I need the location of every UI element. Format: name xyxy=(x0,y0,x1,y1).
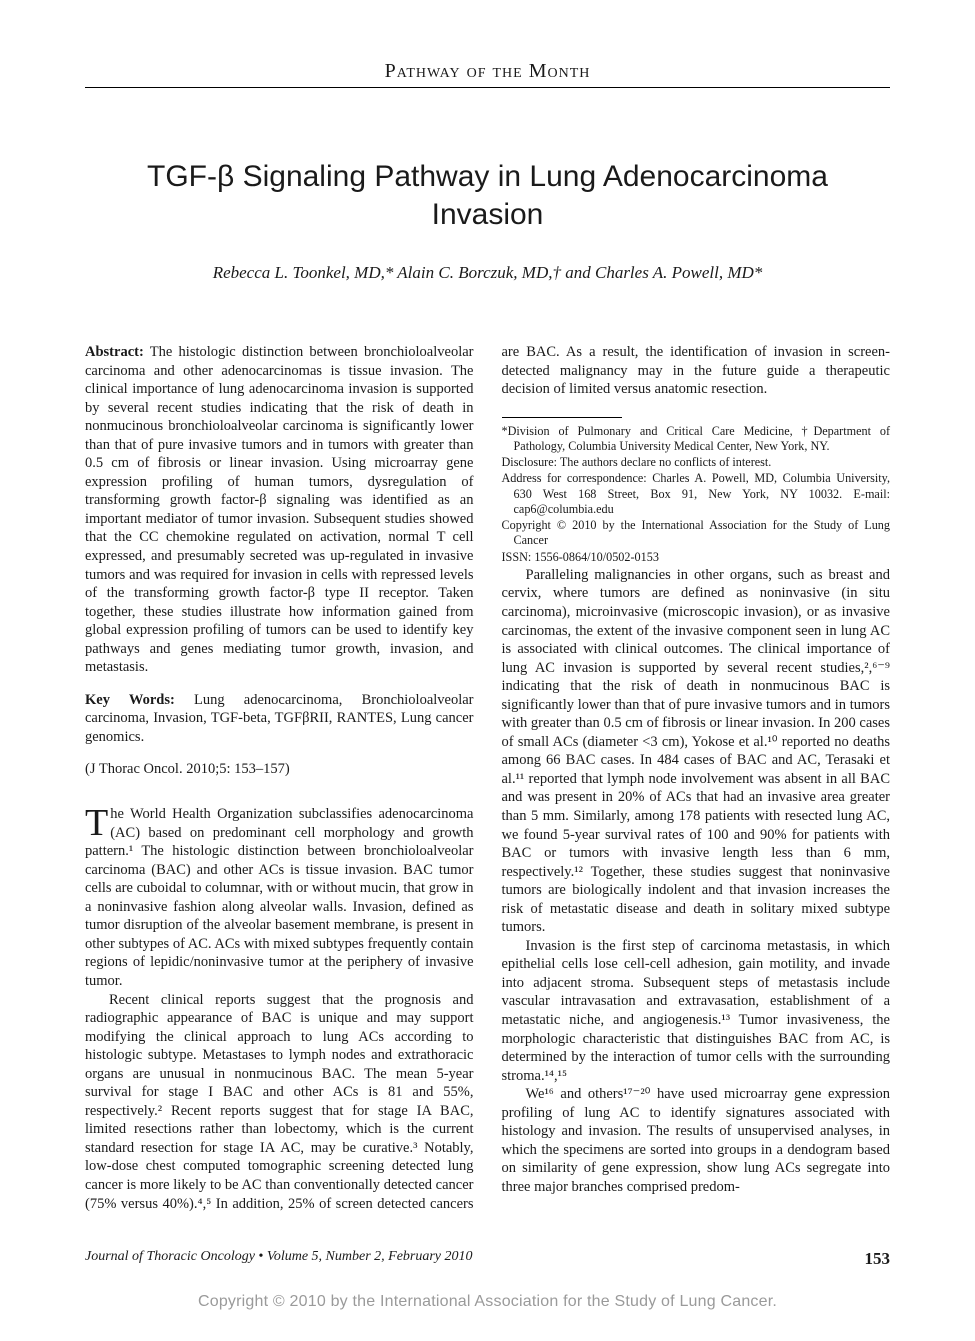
affiliation-rule xyxy=(502,417,622,418)
copyright-banner: Copyright © 2010 by the International As… xyxy=(85,1293,890,1311)
body-paragraph-4: Invasion is the first step of carcinoma … xyxy=(502,937,891,1085)
body-paragraph-3: Paralleling malignancies in other organs… xyxy=(502,566,891,937)
body-paragraph-5: We¹⁶ and others¹⁷⁻²⁰ have used microarra… xyxy=(502,1085,891,1196)
footer-page-number: 153 xyxy=(865,1249,891,1269)
authors: Rebecca L. Toonkel, MD,* Alain C. Borczu… xyxy=(85,263,890,283)
section-header: Pathway of the Month xyxy=(85,60,890,88)
abstract: Abstract: The histologic distinction bet… xyxy=(85,343,474,677)
affil-line: ISSN: 1556-0864/10/0502-0153 xyxy=(502,550,891,565)
citation: (J Thorac Oncol. 2010;5: 153–157) xyxy=(85,760,474,779)
running-footer: Journal of Thoracic Oncology • Volume 5,… xyxy=(85,1249,890,1269)
dropcap: T xyxy=(85,805,110,839)
keywords: Key Words: Lung adenocarcinoma, Bronchio… xyxy=(85,691,474,747)
abstract-label: Abstract: xyxy=(85,344,144,360)
affil-line: Disclosure: The authors declare no confl… xyxy=(502,455,891,470)
affil-line: Address for correspondence: Charles A. P… xyxy=(502,471,891,517)
article-title: TGF-β Signaling Pathway in Lung Adenocar… xyxy=(125,158,850,233)
abstract-text: The histologic distinction between bronc… xyxy=(85,344,474,675)
affiliations: *Division of Pulmonary and Critical Care… xyxy=(502,424,891,565)
footer-journal: Journal of Thoracic Oncology • Volume 5,… xyxy=(85,1249,473,1269)
keywords-label: Key Words: xyxy=(85,692,175,708)
body-paragraph-1: The World Health Organization subclassif… xyxy=(85,805,474,990)
affil-line: Copyright © 2010 by the International As… xyxy=(502,518,891,549)
affil-line: *Division of Pulmonary and Critical Care… xyxy=(502,424,891,455)
